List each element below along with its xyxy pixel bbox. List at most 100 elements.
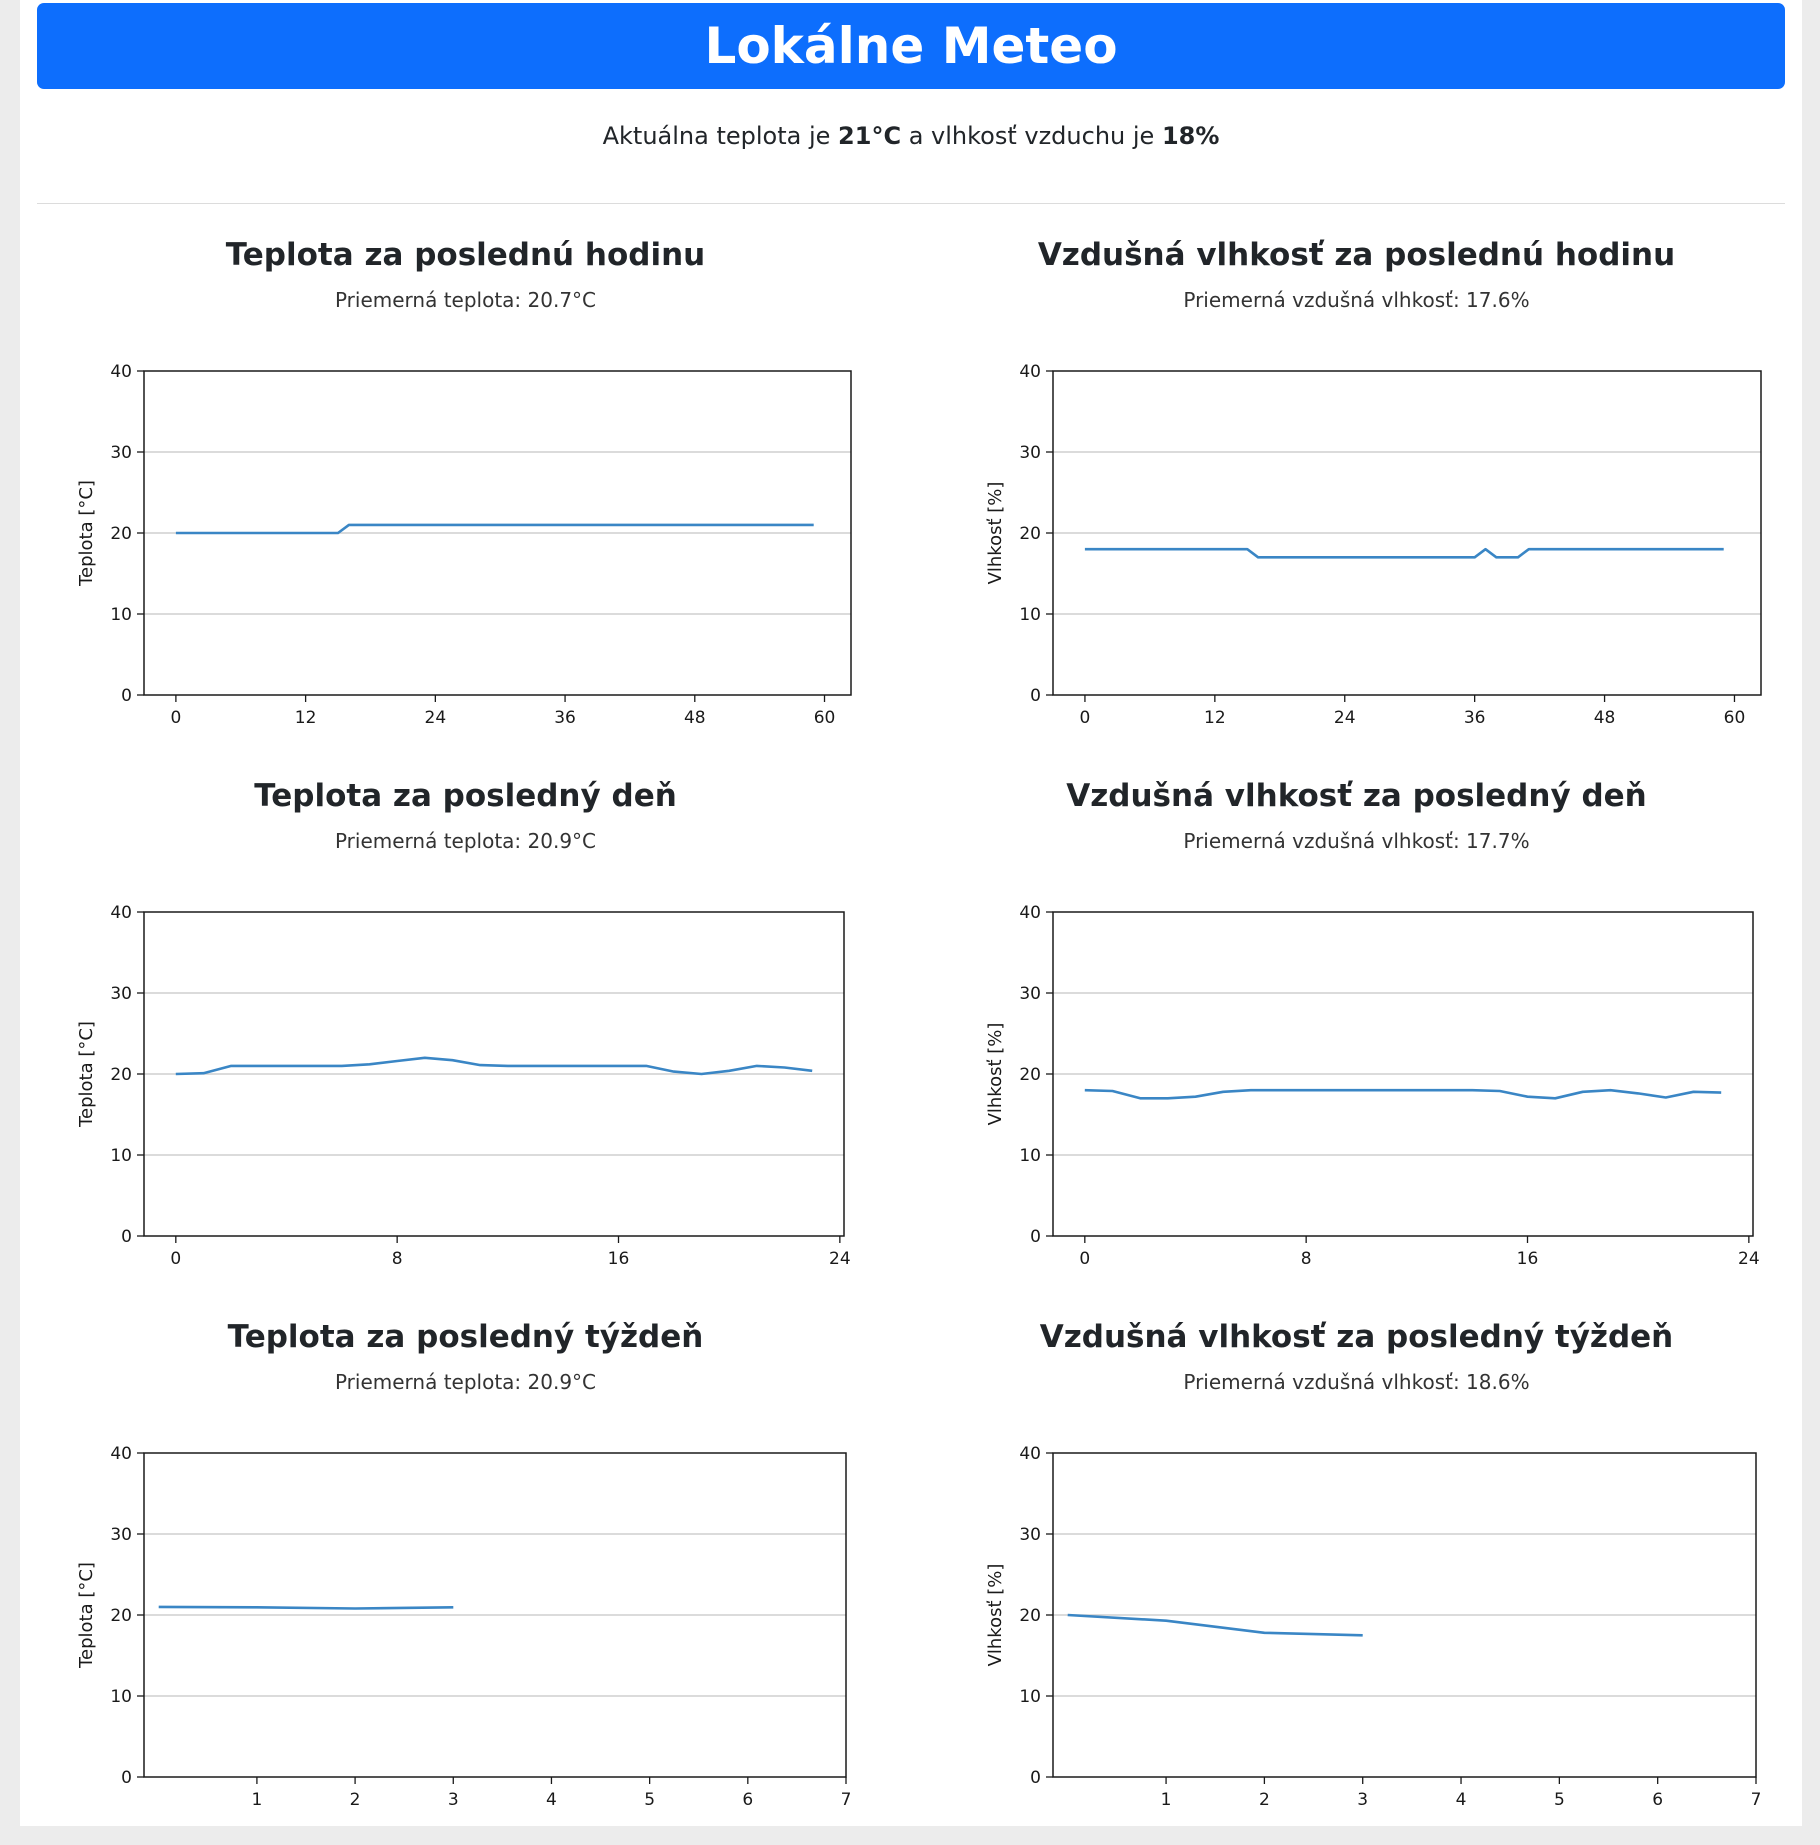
x-tick-label: 3 bbox=[1357, 1790, 1368, 1810]
x-tick-label: 12 bbox=[295, 708, 317, 728]
x-tick-label: 2 bbox=[350, 1790, 361, 1810]
chart-average: Priemerná teplota: 20.9°C bbox=[334, 829, 597, 853]
plot-frame bbox=[143, 911, 845, 1237]
y-tick-label: 40 bbox=[1019, 903, 1041, 923]
x-tick-label: 24 bbox=[829, 1249, 851, 1269]
x-tick-label: 36 bbox=[1464, 708, 1486, 728]
x-tick-label: 6 bbox=[1652, 1790, 1663, 1810]
x-tick-label: 5 bbox=[644, 1790, 655, 1810]
x-tick-label: 7 bbox=[1751, 1790, 1762, 1810]
x-tick-label: 48 bbox=[1594, 708, 1616, 728]
app-header: Lokálne Meteo bbox=[37, 3, 1785, 89]
y-tick-label: 40 bbox=[1019, 1444, 1041, 1464]
x-tick-label: 12 bbox=[1204, 708, 1226, 728]
x-tick-label: 24 bbox=[1738, 1249, 1760, 1269]
chart-average: Priemerná vzdušná vlhkosť: 17.7% bbox=[1183, 829, 1530, 853]
x-tick-label: 36 bbox=[554, 708, 576, 728]
x-tick-label: 0 bbox=[1079, 1249, 1090, 1269]
x-tick-label: 8 bbox=[392, 1249, 403, 1269]
y-axis-label: Teplota [°C] bbox=[76, 480, 97, 587]
current-middle: a vlhkosť vzduchu je bbox=[901, 122, 1162, 150]
x-tick-label: 60 bbox=[1724, 708, 1746, 728]
y-tick-label: 10 bbox=[1019, 1146, 1041, 1166]
y-tick-label: 10 bbox=[110, 1146, 132, 1166]
chart-title: Vzdušná vlhkosť za poslednú hodinu bbox=[1037, 237, 1676, 273]
y-tick-label: 0 bbox=[121, 686, 132, 706]
series-line bbox=[1084, 547, 1724, 559]
y-tick-label: 10 bbox=[110, 605, 132, 625]
series-line bbox=[175, 1056, 813, 1076]
plot-frame bbox=[1052, 1452, 1757, 1778]
y-tick-label: 20 bbox=[1019, 1065, 1041, 1085]
y-tick-label: 30 bbox=[1019, 984, 1041, 1004]
page: Lokálne Meteo Aktuálna teplota je 21°C a… bbox=[20, 0, 1802, 1826]
y-tick-label: 30 bbox=[110, 443, 132, 463]
x-tick-label: 4 bbox=[1456, 1790, 1467, 1810]
x-tick-label: 4 bbox=[546, 1790, 557, 1810]
plot-frame bbox=[1052, 911, 1754, 1237]
chart-title: Vzdušná vlhkosť za posledný týždeň bbox=[1039, 1319, 1674, 1355]
chart-title: Vzdušná vlhkosť za posledný deň bbox=[1066, 778, 1647, 814]
y-tick-label: 10 bbox=[110, 1687, 132, 1707]
plot-frame bbox=[143, 370, 852, 696]
x-tick-label: 24 bbox=[425, 708, 447, 728]
series-line bbox=[175, 523, 814, 535]
y-tick-label: 20 bbox=[1019, 524, 1041, 544]
y-tick-label: 10 bbox=[1019, 605, 1041, 625]
x-tick-label: 16 bbox=[1517, 1249, 1539, 1269]
x-tick-label: 0 bbox=[170, 1249, 181, 1269]
y-tick-label: 40 bbox=[110, 1444, 132, 1464]
divider bbox=[37, 203, 1785, 204]
y-tick-label: 20 bbox=[110, 1606, 132, 1626]
y-tick-label: 40 bbox=[1019, 362, 1041, 382]
y-tick-label: 0 bbox=[1030, 1768, 1041, 1788]
series-line bbox=[158, 1605, 454, 1610]
y-tick-label: 20 bbox=[110, 1065, 132, 1085]
y-axis-label: Vlhkosť [%] bbox=[985, 1023, 1006, 1126]
x-tick-label: 8 bbox=[1301, 1249, 1312, 1269]
chart-title: Teplota za posledný týždeň bbox=[227, 1319, 704, 1355]
x-tick-label: 3 bbox=[448, 1790, 459, 1810]
y-tick-label: 30 bbox=[1019, 443, 1041, 463]
y-tick-label: 20 bbox=[110, 524, 132, 544]
x-tick-label: 48 bbox=[684, 708, 706, 728]
current-readings: Aktuálna teplota je 21°C a vlhkosť vzduc… bbox=[20, 122, 1802, 150]
series-line bbox=[1084, 1088, 1722, 1100]
x-tick-label: 1 bbox=[1161, 1790, 1172, 1810]
y-axis-label: Teplota [°C] bbox=[76, 1021, 97, 1128]
x-tick-label: 16 bbox=[608, 1249, 630, 1269]
current-humidity: 18% bbox=[1161, 122, 1220, 150]
x-tick-label: 6 bbox=[742, 1790, 753, 1810]
chart-average: Priemerná teplota: 20.7°C bbox=[334, 288, 597, 312]
y-tick-label: 0 bbox=[121, 1227, 132, 1247]
chart-humidity-week: 0 10 20 30 40 1 2 3 4 5 6 7 Vlhkosť [%] bbox=[985, 1444, 1762, 1810]
chart-average: Priemerná vzdušná vlhkosť: 17.6% bbox=[1183, 288, 1530, 312]
x-tick-label: 0 bbox=[170, 708, 181, 728]
y-tick-label: 0 bbox=[1030, 1227, 1041, 1247]
x-tick-label: 0 bbox=[1080, 708, 1091, 728]
x-tick-label: 1 bbox=[251, 1790, 262, 1810]
y-tick-label: 10 bbox=[1019, 1687, 1041, 1707]
y-tick-label: 40 bbox=[110, 362, 132, 382]
chart-temperature-day: 0 10 20 30 40 0 8 16 24 Teplota [°C] bbox=[76, 903, 851, 1269]
x-tick-label: 5 bbox=[1554, 1790, 1565, 1810]
app-title: Lokálne Meteo bbox=[704, 17, 1118, 75]
x-tick-label: 60 bbox=[814, 708, 836, 728]
y-tick-label: 30 bbox=[110, 984, 132, 1004]
chart-humidity-hour: 0 10 20 30 40 0 12 24 36 48 60 Vlhkosť [%] bbox=[985, 362, 1762, 728]
chart-average: Priemerná teplota: 20.9°C bbox=[334, 1370, 597, 1394]
y-tick-label: 40 bbox=[110, 903, 132, 923]
y-tick-label: 30 bbox=[110, 1525, 132, 1545]
chart-temperature-hour: 0 10 20 30 40 0 12 24 36 48 60 Teplota [°C] bbox=[76, 362, 852, 728]
chart-temperature-week: 0 10 20 30 40 1 2 3 4 5 6 7 Teplota [°C] bbox=[76, 1444, 852, 1810]
plot-frame bbox=[143, 1452, 847, 1778]
chart-title: Teplota za posledný deň bbox=[254, 778, 677, 814]
current-prefix: Aktuálna teplota je bbox=[602, 122, 839, 150]
y-axis-label: Teplota [°C] bbox=[76, 1562, 97, 1669]
x-tick-label: 24 bbox=[1334, 708, 1356, 728]
plot-frame bbox=[1052, 370, 1762, 696]
x-tick-label: 7 bbox=[841, 1790, 852, 1810]
y-axis-label: Vlhkosť [%] bbox=[985, 1564, 1006, 1667]
y-tick-label: 0 bbox=[1030, 686, 1041, 706]
chart-humidity-day: 0 10 20 30 40 0 8 16 24 Vlhkosť [%] bbox=[985, 903, 1760, 1269]
